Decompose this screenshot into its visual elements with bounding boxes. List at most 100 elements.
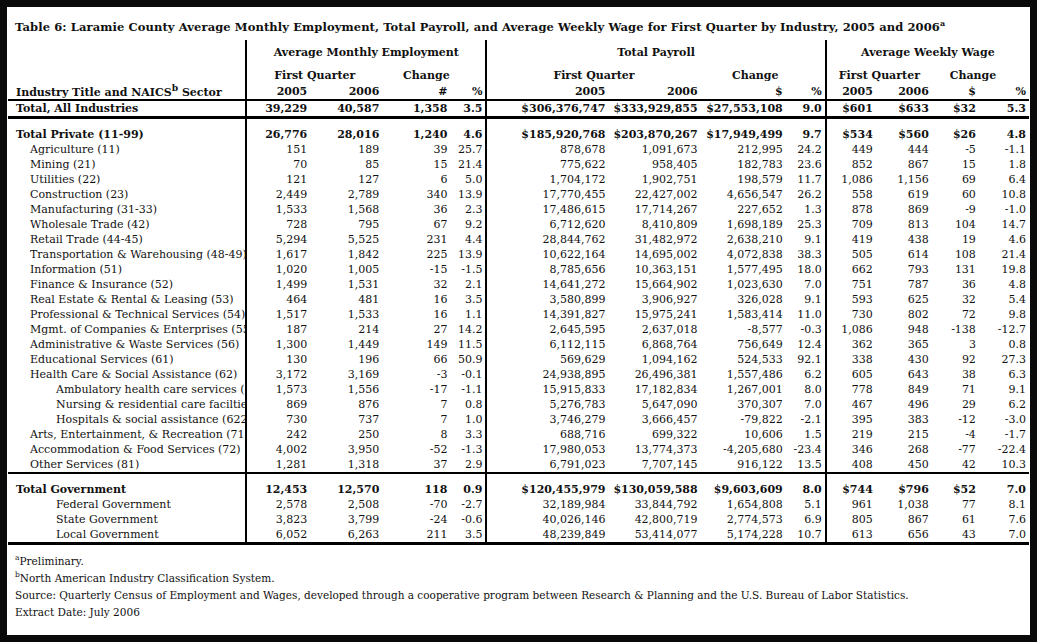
value-cell: $9,603,609	[701, 482, 786, 497]
value-cell: 7	[382, 412, 450, 427]
spacer-cell	[826, 473, 876, 482]
value-cell: 9.2	[450, 217, 486, 232]
value-cell: -15	[382, 262, 450, 277]
value-cell: 250	[310, 427, 382, 442]
value-cell: 6	[382, 172, 450, 187]
value-cell: 6.4	[979, 172, 1029, 187]
value-cell: $203,870,267	[609, 127, 701, 142]
value-cell: 6,868,764	[609, 337, 701, 352]
value-cell: 50.9	[450, 352, 486, 367]
value-cell: 430	[876, 352, 932, 367]
value-cell: 5.0	[450, 172, 486, 187]
value-cell: 6.2	[786, 367, 826, 382]
table-title-footnote-marker: a	[940, 18, 945, 28]
value-cell: 40,026,146	[486, 512, 608, 527]
table-row: Federal Government2,5782,508-70-2.732,18…	[8, 497, 1029, 512]
value-cell: 8.1	[979, 497, 1029, 512]
value-cell: 21.4	[450, 157, 486, 172]
value-cell: 6,712,620	[486, 217, 608, 232]
value-cell: 1,704,172	[486, 172, 608, 187]
col-header: $	[932, 82, 979, 100]
value-cell: $796	[876, 482, 932, 497]
value-cell: 778	[826, 382, 876, 397]
value-cell: 751	[826, 277, 876, 292]
value-cell: 4,002	[246, 442, 310, 457]
value-cell: 42	[932, 457, 979, 473]
value-cell: 14.7	[979, 217, 1029, 232]
table-row: State Government3,8233,799-24-0.640,026,…	[8, 512, 1029, 527]
value-cell: 6,791,023	[486, 457, 608, 473]
value-cell: $333,929,855	[609, 100, 701, 118]
value-cell: 10.8	[979, 187, 1029, 202]
value-cell: $32	[932, 100, 979, 118]
industry-label: Arts, Entertainment, & Recreation (71)	[8, 427, 246, 442]
industry-label: Utilities (22)	[8, 172, 246, 187]
value-cell: -77	[932, 442, 979, 457]
table-row: Professional & Technical Services (54)1,…	[8, 307, 1029, 322]
value-cell: 5,174,228	[701, 527, 786, 544]
value-cell: 61	[932, 512, 979, 527]
industry-label: Professional & Technical Services (54)	[8, 307, 246, 322]
first-quarter-header: First Quarter	[246, 66, 382, 82]
footnotes: aPreliminary. bNorth American Industry C…	[7, 545, 1030, 621]
value-cell: $633	[876, 100, 932, 118]
value-cell: 709	[826, 217, 876, 232]
value-cell: -23.4	[786, 442, 826, 457]
value-cell: $52	[932, 482, 979, 497]
value-cell: 878	[826, 202, 876, 217]
industry-label: Mgmt. of Companies & Enterprises (55)	[8, 322, 246, 337]
value-cell: 14,695,002	[609, 247, 701, 262]
value-cell: 1.8	[979, 157, 1029, 172]
value-cell: 10,363,151	[609, 262, 701, 277]
value-cell: 4.4	[450, 232, 486, 247]
industry-label: Federal Government	[8, 497, 246, 512]
value-cell: 643	[876, 367, 932, 382]
value-cell: 481	[310, 292, 382, 307]
value-cell: 867	[876, 157, 932, 172]
value-cell: -2.1	[786, 412, 826, 427]
industry-label: Retail Trade (44-45)	[8, 232, 246, 247]
value-cell: 13.9	[450, 187, 486, 202]
value-cell: 1,533	[246, 202, 310, 217]
value-cell: 10,622,164	[486, 247, 608, 262]
value-cell: 4,072,838	[701, 247, 786, 262]
industry-header-text: Sector	[178, 85, 222, 98]
value-cell: 1,568	[310, 202, 382, 217]
value-cell: 11.5	[450, 337, 486, 352]
value-cell: -1.1	[979, 142, 1029, 157]
value-cell: 19	[932, 232, 979, 247]
spacer-cell	[486, 117, 608, 127]
table-row: Mining (21)70851521.4775,622958,405182,7…	[8, 157, 1029, 172]
spacer-cell	[8, 473, 246, 482]
value-cell: 1.3	[786, 202, 826, 217]
value-cell: 1,094,162	[609, 352, 701, 367]
value-cell: 92.1	[786, 352, 826, 367]
spacer-cell	[826, 117, 876, 127]
value-cell: -0.1	[450, 367, 486, 382]
value-cell: 370,307	[701, 397, 786, 412]
value-cell: 338	[826, 352, 876, 367]
value-cell: 1,842	[310, 247, 382, 262]
value-cell: 699,322	[609, 427, 701, 442]
value-cell: 5,647,090	[609, 397, 701, 412]
value-cell: 1,517	[246, 307, 310, 322]
industry-label: Transportation & Warehousing (48-49)	[8, 247, 246, 262]
value-cell: 4.6	[979, 232, 1029, 247]
value-cell: 71	[932, 382, 979, 397]
col-header: 2006	[609, 82, 701, 100]
table-row: Manufacturing (31-33)1,5331,568362.317,4…	[8, 202, 1029, 217]
value-cell: 1.1	[450, 307, 486, 322]
value-cell: -4,205,680	[701, 442, 786, 457]
value-cell: 2,637,018	[609, 322, 701, 337]
value-cell: $560	[876, 127, 932, 142]
spacer-cell	[932, 117, 979, 127]
spacer-cell	[979, 473, 1029, 482]
value-cell: 524,533	[701, 352, 786, 367]
value-cell: 38	[932, 367, 979, 382]
value-cell: 26,776	[246, 127, 310, 142]
value-cell: 1,091,673	[609, 142, 701, 157]
value-cell: 2.3	[450, 202, 486, 217]
industry-label: Total Private (11-99)	[8, 127, 246, 142]
value-cell: 3,799	[310, 512, 382, 527]
value-cell: 9.7	[786, 127, 826, 142]
